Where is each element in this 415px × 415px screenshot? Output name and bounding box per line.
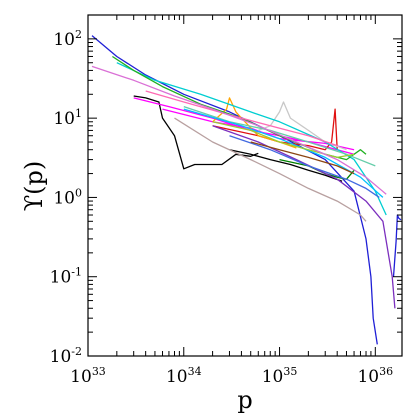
series-layer bbox=[91, 35, 402, 345]
plot-background bbox=[88, 15, 402, 356]
y-tick-label-1: 10-1 bbox=[50, 266, 82, 288]
y-tick-label-4: 102 bbox=[53, 28, 82, 50]
series-line-17 bbox=[145, 90, 338, 147]
series-line-15 bbox=[229, 135, 380, 198]
series-line-12 bbox=[279, 158, 355, 180]
series-line-21 bbox=[91, 65, 387, 195]
series-line-19 bbox=[212, 121, 355, 159]
x-tick-label-3: 1036 bbox=[357, 365, 393, 387]
y-tick-label-3: 101 bbox=[53, 107, 82, 129]
y-tick-label-0: 10-2 bbox=[50, 345, 82, 367]
series-line-10 bbox=[116, 62, 387, 216]
x-tick-label-2: 1035 bbox=[262, 365, 298, 387]
series-line-13 bbox=[212, 125, 396, 309]
series-line-3 bbox=[133, 95, 259, 170]
plot-frame bbox=[87, 14, 403, 357]
y-axis-title: ϒ(p) bbox=[20, 161, 48, 212]
series-line-14 bbox=[174, 117, 367, 222]
x-tick-label-0: 1033 bbox=[70, 365, 106, 387]
series-line-16 bbox=[183, 105, 376, 167]
y-tick-label-2: 100 bbox=[53, 186, 82, 208]
series-line-20 bbox=[250, 141, 355, 175]
x-tick-label-1: 1034 bbox=[166, 365, 202, 387]
series-line-4 bbox=[229, 149, 343, 182]
x-axis-title: p bbox=[237, 386, 252, 414]
